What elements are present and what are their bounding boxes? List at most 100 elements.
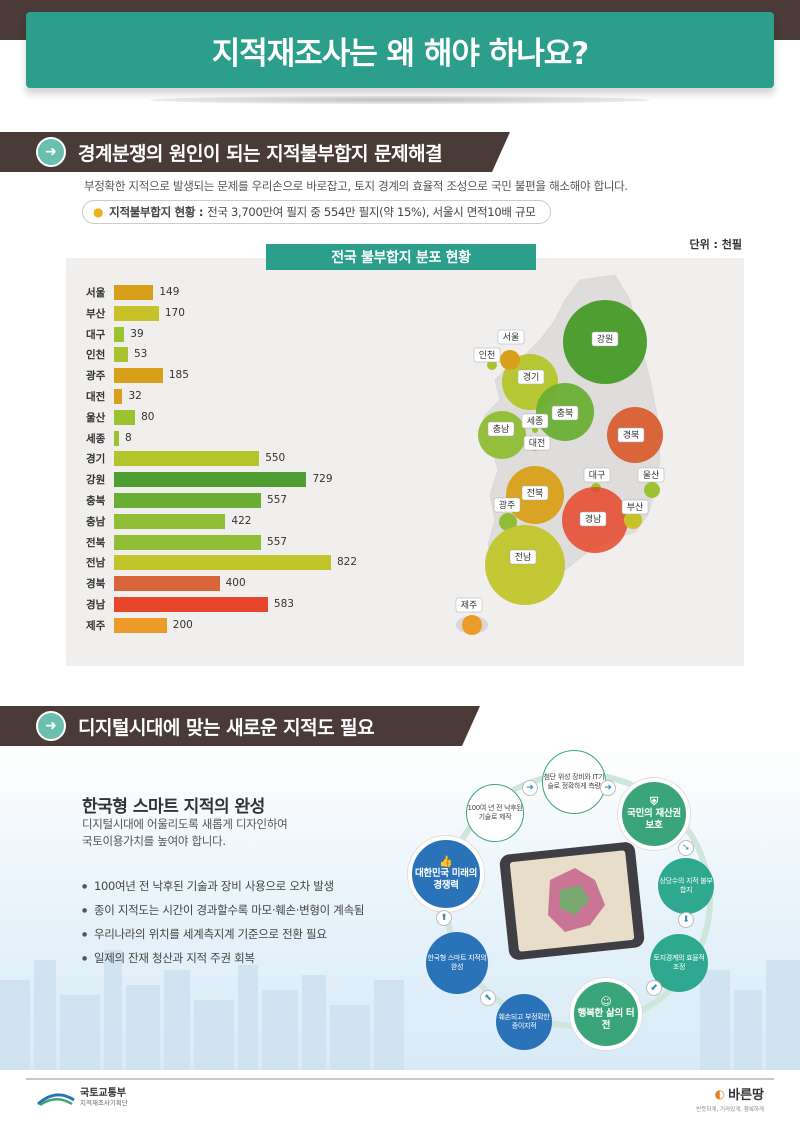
- bar: [114, 430, 119, 446]
- label-box-chungnam: [487, 421, 515, 437]
- thumbs-up-icon: 👍: [439, 855, 453, 868]
- korea-map: 서울 인천 강원 경기 충북 세종 충남 대전 경북 대구 울산 전북 광주 경…: [455, 274, 665, 635]
- bar-value-label: 422: [231, 514, 252, 527]
- shield-icon: ⛨: [650, 795, 658, 808]
- label-box-gangwon: [591, 331, 619, 347]
- bar: [114, 409, 136, 425]
- bar-value-label: 53: [133, 348, 148, 361]
- bubble-ulsan: [644, 482, 660, 498]
- section1-description: 부정확한 지적으로 발생되는 문제를 우리손으로 바로잡고, 토지 경계의 효율…: [84, 179, 628, 193]
- bar-value-label: 39: [130, 327, 144, 340]
- smile-icon: ☺: [600, 995, 612, 1008]
- tablet-map-detail: [560, 885, 590, 915]
- bar-label: 부산: [86, 307, 106, 320]
- label-box-gyeongnam: [579, 511, 607, 527]
- bar: [114, 534, 262, 550]
- arrow-icon: ➜: [600, 780, 616, 796]
- ministry-logo: 국토교통부 지적재조사기획단: [36, 1088, 128, 1107]
- label-box-busan: [621, 499, 649, 515]
- bubble-busan: [624, 511, 642, 529]
- cycle-ring: [443, 771, 713, 1029]
- section1-header: ➜ 경계분쟁의 원인이 되는 지적불부합지 문제해결: [0, 132, 510, 172]
- map-label-chungnam: 충남: [493, 424, 510, 435]
- brand-name: 바른땅: [728, 1088, 764, 1103]
- bar-label: 대구: [86, 328, 106, 341]
- node-mismatch: 상당수의 지적 불부합지: [658, 858, 714, 914]
- node-future-competitiveness: 👍 대한민국 미래의 경쟁력: [408, 836, 484, 912]
- section2-header: ➜ 디지털시대에 맞는 새로운 지적도 필요: [0, 706, 480, 746]
- arrow-circle-icon: ➜: [36, 137, 66, 167]
- bar-label: 대전: [86, 391, 106, 403]
- bar: [114, 493, 262, 508]
- label-box-seoul: [497, 329, 525, 345]
- map-label-busan: 부산: [627, 502, 644, 513]
- bar: [114, 305, 159, 321]
- smart-title: 한국형 스마트 지적의 완성: [82, 797, 265, 817]
- bar: [114, 347, 128, 363]
- bar-label: 서울: [86, 287, 106, 299]
- arrow-icon: ⬋: [646, 980, 662, 996]
- bar: [114, 389, 123, 404]
- map-label-incheon: 인천: [479, 350, 496, 361]
- bar-label: 광주: [86, 370, 106, 383]
- label-box-daejeon: [523, 435, 551, 451]
- bar-label: 경북: [86, 578, 106, 591]
- bar-value-label: 170: [164, 306, 185, 319]
- bar-value-label: 32: [128, 390, 142, 402]
- smart-desc-line1: 디지털시대에 어울리도록 새롭게 디자인하여: [82, 817, 288, 831]
- bar: [114, 326, 125, 342]
- ministry-name: 국토교통부: [80, 1088, 126, 1099]
- section1-heading: 경계분쟁의 원인이 되는 지적불부합지 문제해결: [78, 142, 443, 165]
- bar-value-label: 729: [312, 473, 333, 486]
- map-label-sejong: 세종: [527, 416, 544, 427]
- bullet-list: 100여년 전 낙후된 기술과 장비 사용으로 오차 발생 종이 지적도는 시간…: [82, 874, 365, 970]
- unit-label: 단위 : 천필: [689, 238, 742, 251]
- chart-title: 전국 불부합지 분포 현황: [266, 244, 536, 270]
- list-item: 100여년 전 낙후된 기술과 장비 사용으로 오차 발생: [82, 874, 364, 898]
- map-label-daejeon: 대전: [529, 438, 546, 449]
- status-text: 전국 3,700만여 필지 중 554만 필지(약 15%), 서울시 면적10…: [207, 205, 536, 219]
- list-item: 일제의 잔재 청산과 지적 주권 회복: [82, 946, 364, 970]
- bar-label: 울산: [86, 411, 106, 424]
- node-happy-life: ☺ 행복한 삶의 터전: [570, 978, 642, 1050]
- ministry-sub: 지적재조사기획단: [80, 1099, 128, 1107]
- arrow-circle-icon: ➜: [36, 711, 66, 741]
- map-label-daegu: 대구: [589, 470, 606, 481]
- map-label-seoul: 서울: [503, 332, 520, 343]
- label-box-daegu: [583, 467, 611, 483]
- bar: [114, 285, 154, 300]
- footer-divider: [26, 1078, 774, 1080]
- status-label: 지적불부합지 현황 :: [109, 205, 204, 219]
- bar-value-label: 185: [168, 369, 189, 382]
- status-pill: ● 지적불부합지 현황 : 전국 3,700만여 필지 중 554만 필지(약 …: [82, 200, 551, 224]
- map-label-gyeongnam: 경남: [585, 513, 602, 525]
- map-label-ulsan: 울산: [643, 470, 660, 481]
- bar-value-label: 200: [172, 618, 193, 631]
- bar: [114, 617, 167, 633]
- label-box-gwangju: [493, 497, 521, 513]
- label-box-jeju: [455, 597, 483, 613]
- ministry-emblem-icon: [37, 1092, 75, 1106]
- arrow-icon: ⬉: [480, 990, 496, 1006]
- list-item: 우리나라의 위치를 세계측지계 기준으로 전환 필요: [82, 922, 364, 946]
- bar-label: 충남: [86, 515, 106, 528]
- label-box-incheon: [473, 347, 501, 363]
- smart-description: 디지털시대에 어울리도록 새롭게 디자인하여 국토이용가치를 높여야 합니다.: [82, 816, 288, 850]
- lightbulb-icon: ●: [93, 205, 104, 219]
- bar-label: 인천: [86, 349, 106, 362]
- node-smart-cadastre: 한국형 스마트 지적의 완성: [426, 932, 488, 994]
- node-property-protection: ⛨ 국민의 재산권 보호: [618, 778, 690, 850]
- bar-label: 경기: [86, 453, 106, 466]
- map-label-gwangju: 광주: [499, 499, 516, 511]
- bubble-jeju: [462, 615, 482, 635]
- map-label-gangwon: 강원: [597, 334, 614, 345]
- node-old-tech: 100여 년 전 낙후된 기술로 제작: [466, 784, 524, 842]
- bar-value-label: 583: [273, 598, 294, 610]
- bar-value-label: 550: [265, 452, 286, 465]
- bar-label: 강원: [86, 474, 106, 487]
- bar-label: 전북: [86, 536, 106, 549]
- bubble-gwangju: [499, 513, 517, 531]
- bubble-jeonnam: [485, 525, 565, 605]
- arrow-icon: ⬇: [678, 912, 694, 928]
- bar-label: 세종: [86, 432, 106, 445]
